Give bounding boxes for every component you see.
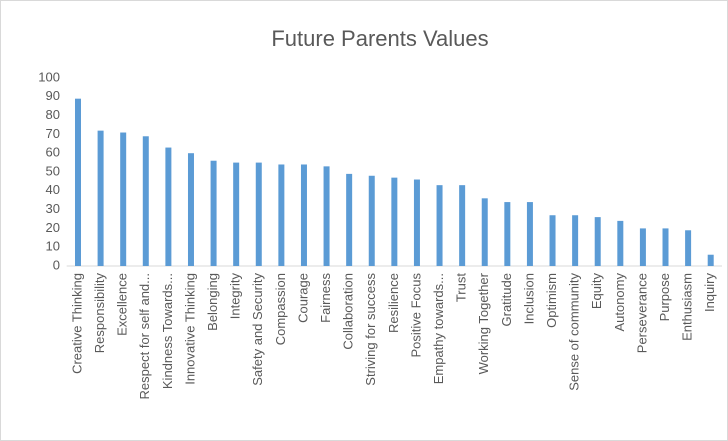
bar bbox=[481, 198, 488, 266]
x-tick-label: Inquiry bbox=[702, 273, 717, 313]
bar bbox=[368, 175, 375, 266]
x-tick-label: Trust bbox=[454, 273, 469, 303]
bar bbox=[572, 215, 579, 266]
y-tick-label: 80 bbox=[46, 107, 60, 122]
x-tick-label: Autonomy bbox=[612, 273, 627, 332]
y-tick-label: 20 bbox=[46, 220, 60, 235]
x-tick-label: Equity bbox=[589, 273, 604, 310]
y-tick-label: 50 bbox=[46, 163, 60, 178]
bar bbox=[549, 215, 556, 266]
x-tick-label: Collaboration bbox=[341, 273, 356, 350]
y-tick-label: 10 bbox=[46, 239, 60, 254]
x-tick-label: Perseverance bbox=[634, 273, 649, 353]
bar bbox=[639, 228, 646, 266]
bar bbox=[346, 173, 353, 266]
x-tick-label: Inclusion bbox=[521, 273, 536, 324]
bar bbox=[165, 147, 172, 266]
x-tick-label: Integrity bbox=[228, 273, 243, 320]
bar bbox=[255, 162, 262, 266]
x-tick-label: Fairness bbox=[318, 273, 333, 323]
bar bbox=[142, 136, 149, 266]
bar bbox=[436, 185, 443, 266]
bar bbox=[120, 132, 127, 266]
x-tick-label: Belonging bbox=[205, 273, 220, 331]
bar bbox=[707, 254, 714, 266]
bar bbox=[662, 228, 669, 266]
x-tick-label: Courage bbox=[295, 273, 310, 323]
chart-title: Future Parents Values bbox=[271, 26, 488, 51]
y-tick-label: 30 bbox=[46, 201, 60, 216]
bar bbox=[413, 179, 420, 266]
y-tick-label: 40 bbox=[46, 182, 60, 197]
y-tick-label: 90 bbox=[46, 88, 60, 103]
bar bbox=[504, 202, 511, 266]
y-tick-label: 100 bbox=[38, 69, 60, 84]
bar bbox=[187, 153, 194, 266]
bar bbox=[459, 185, 466, 266]
x-tick-label: Resilience bbox=[386, 273, 401, 333]
x-tick-label: Purpose bbox=[657, 273, 672, 321]
x-tick-label: Enthusiasm bbox=[680, 273, 695, 341]
x-tick-label: Safety and Security bbox=[250, 273, 265, 386]
x-tick-label: Working Together bbox=[476, 272, 491, 374]
x-tick-label: Gratitude bbox=[499, 273, 514, 326]
x-tick-label: Kindness Towards... bbox=[160, 273, 175, 389]
x-tick-label: Empathy towards... bbox=[431, 273, 446, 384]
x-tick-label: Striving for success bbox=[363, 273, 378, 386]
bar bbox=[233, 162, 240, 266]
x-tick-label: Respect for self and... bbox=[137, 273, 152, 399]
x-tick-label: Creative Thinking bbox=[69, 273, 84, 374]
y-tick-label: 70 bbox=[46, 126, 60, 141]
bar bbox=[97, 130, 104, 266]
x-tick-label: Optimism bbox=[544, 273, 559, 328]
bar bbox=[74, 98, 81, 267]
x-tick-label: Responsibility bbox=[92, 273, 107, 354]
bar bbox=[594, 217, 601, 266]
bar bbox=[526, 202, 533, 266]
bar bbox=[300, 164, 307, 266]
x-tick-label: Positive Focus bbox=[408, 273, 423, 358]
y-tick-label: 60 bbox=[46, 145, 60, 160]
bar bbox=[323, 166, 330, 266]
bar bbox=[210, 160, 217, 266]
x-tick-label: Excellence bbox=[115, 273, 130, 336]
x-tick-label: Compassion bbox=[273, 273, 288, 345]
bar bbox=[391, 177, 398, 266]
x-tick-label: Innovative Thinking bbox=[182, 273, 197, 385]
bar bbox=[278, 164, 285, 266]
bar bbox=[617, 220, 624, 266]
x-tick-label: Sense of community bbox=[567, 273, 582, 391]
y-tick-label: 0 bbox=[53, 257, 60, 272]
bar bbox=[685, 230, 692, 266]
